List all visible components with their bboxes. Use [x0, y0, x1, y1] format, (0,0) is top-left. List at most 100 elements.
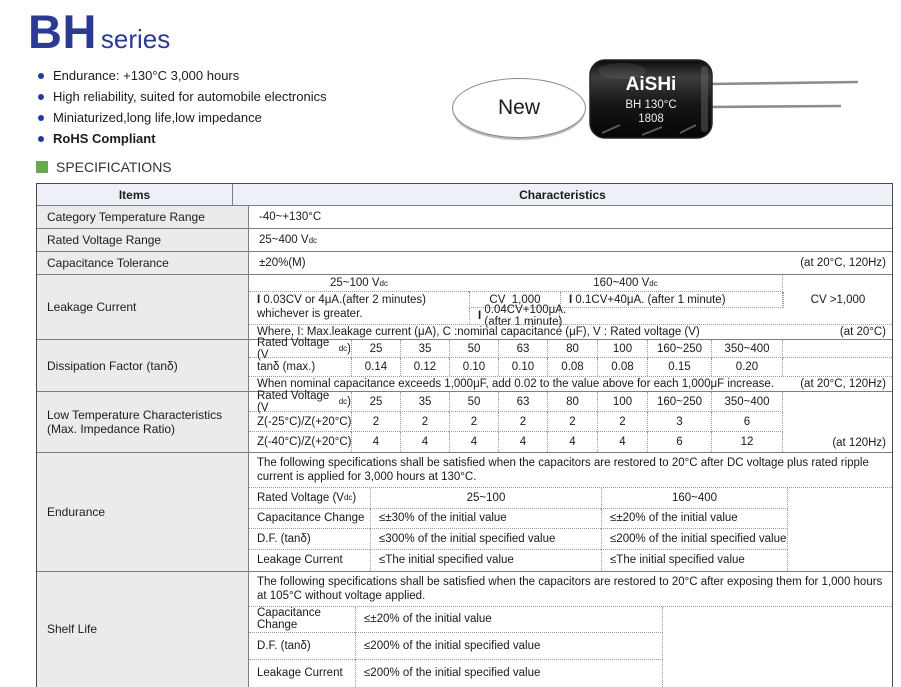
- label-text: Rated Voltage (V: [257, 336, 330, 361]
- value-cell: 0.10: [449, 358, 498, 376]
- feature-text: RoHS Compliant: [53, 131, 156, 146]
- dc-subscript: dc: [379, 278, 388, 288]
- spacer-cell: [788, 488, 892, 509]
- voltage-range: 160~400 V: [593, 277, 650, 289]
- voltage-range: 25~400 V: [259, 234, 309, 246]
- value-cell: 0.14: [351, 358, 400, 376]
- spec-row-label: Leakage Current: [257, 554, 343, 567]
- voltage-cell: 25: [351, 340, 400, 358]
- endurance-intro: The following specifications shall be sa…: [249, 453, 892, 488]
- low-temp-content: Rated Voltage (V dc) 25 35 50 63 80 100 1…: [249, 389, 892, 452]
- condition-note: (at 20°C, 120Hz): [800, 378, 886, 390]
- value-cell: 2: [498, 412, 547, 432]
- cv-threshold-2: CV >1,000: [783, 292, 892, 308]
- condition-note: (at 20°C): [839, 326, 886, 338]
- spec-value: ≤±30% of the initial value: [370, 508, 601, 529]
- value-cell: 4: [498, 432, 547, 452]
- spec-value: ≤200% of the initial specified value: [355, 659, 663, 687]
- z25-row-label: Z(-25°C)/Z(+20°C): [249, 412, 352, 432]
- spec-row-label: Capacitance Change: [249, 509, 370, 529]
- feature-item: Miniaturized,long life,low impedance: [38, 110, 327, 125]
- characteristics-header: Characteristics: [233, 184, 892, 205]
- capacitor-lead-top: [707, 80, 859, 86]
- value-cell: 0.15: [647, 358, 711, 376]
- bullet-icon: [38, 135, 44, 142]
- capacitor-lead-bottom: [707, 104, 842, 109]
- leakage-formula-high-1: I 0.1CV+40μA. (after 1 minute): [560, 292, 783, 308]
- voltage-cell: 50: [449, 340, 498, 358]
- row-label: Rated Voltage Range: [37, 229, 249, 251]
- new-badge: New: [452, 78, 586, 138]
- items-header: Items: [37, 184, 233, 205]
- condition-note: (at 120Hz): [832, 437, 886, 449]
- voltage-range-cell: 25~100: [370, 487, 601, 509]
- value-cell: 0.10: [498, 358, 547, 376]
- table-header-row: Items Characteristics: [37, 184, 892, 205]
- value-cell: 3: [647, 412, 711, 432]
- voltage-cell: 100: [597, 340, 647, 358]
- specifications-heading: SPECIFICATIONS: [36, 159, 172, 175]
- spec-value: ≤300% of the initial specified value: [370, 528, 601, 550]
- voltage-cell: 35: [400, 340, 449, 358]
- where-definition: Where, I: Max.leakage current (μA), C :n…: [257, 326, 700, 338]
- tan-row-label: tanδ (max.): [257, 361, 316, 373]
- feature-item: Endurance: +130°C 3,000 hours: [38, 68, 327, 83]
- value-cell: 4: [449, 432, 498, 452]
- label-text: ): [347, 395, 351, 408]
- voltage-row-label: Rated Voltage (V dc): [249, 336, 351, 361]
- voltage-cell: 160~250: [647, 340, 711, 358]
- voltage-cell: 80: [547, 392, 597, 412]
- feature-text: Miniaturized,long life,low impedance: [53, 110, 262, 125]
- value-cell: 2: [449, 412, 498, 432]
- dc-subscript: dc: [343, 493, 353, 503]
- dissipation-content: Rated Voltage (V dc) 25 35 50 63 80 100 1…: [249, 336, 892, 391]
- spacer-cell: [783, 340, 892, 358]
- row-endurance: Endurance The following specifications s…: [37, 452, 892, 571]
- series-code: BH: [28, 5, 97, 58]
- feature-list: Endurance: +130°C 3,000 hours High relia…: [38, 68, 327, 152]
- shelf-intro: The following specifications shall be sa…: [249, 572, 892, 607]
- spec-value: ≤±20% of the initial value: [601, 508, 788, 529]
- capacitor-gloss: [598, 63, 646, 79]
- dc-subscript: dc: [649, 278, 658, 288]
- note-text: When nominal capacitance exceeds 1,000μF…: [257, 378, 775, 390]
- row-label: Dissipation Factor (tanδ): [37, 340, 249, 391]
- value-cell: 2: [547, 412, 597, 432]
- feature-item: High reliability, suited for automobile …: [38, 89, 327, 104]
- label-text: ): [352, 491, 357, 504]
- row-category-temperature: Category Temperature Range -40~+130°C: [37, 205, 892, 228]
- voltage-cell: 350~400: [711, 392, 783, 412]
- tolerance-value: ±20%(M): [259, 257, 306, 269]
- label-text: Rated Voltage (V: [257, 389, 330, 414]
- formula-symbol: I: [569, 293, 573, 306]
- feature-text: High reliability, suited for automobile …: [53, 89, 327, 104]
- formula-text: 0.04CV+100μA. (after 1 minute): [484, 304, 567, 328]
- formula-text: 0.03CV or 4μA.(after 2 minutes): [263, 294, 426, 306]
- dissipation-note-row: When nominal capacitance exceeds 1,000μF…: [249, 376, 892, 391]
- series-word: series: [100, 24, 171, 54]
- voltage-cell: 100: [597, 392, 647, 412]
- feature-item-rohs: RoHS Compliant: [38, 131, 327, 146]
- spacer-cell: [663, 660, 892, 687]
- row-value: -40~+130°C: [249, 206, 892, 228]
- specifications-table: Items Characteristics Category Temperatu…: [36, 183, 893, 687]
- capacitor-image: AiSHi BH 130°C 1808: [589, 59, 859, 139]
- voltage-cell: 80: [547, 340, 597, 358]
- page-title: BH series: [28, 4, 170, 59]
- cv-threshold-1: CV 1,000: [469, 292, 560, 308]
- spacer-cell: [788, 529, 892, 550]
- leakage-where-row: Where, I: Max.leakage current (μA), C :n…: [249, 324, 892, 339]
- voltage-cell: 63: [498, 340, 547, 358]
- spacer-cell: [663, 607, 892, 633]
- row-label: Endurance: [37, 453, 249, 571]
- formula-symbol: I: [257, 294, 261, 306]
- voltage-cell: 50: [449, 392, 498, 412]
- z40-row-label: Z(-40°C)/Z(+20°C): [257, 436, 352, 448]
- row-capacitance-tolerance: Capacitance Tolerance ±20%(M) (at 20°C, …: [37, 251, 892, 274]
- shelf-grid: Capacitance Change ≤±20% of the initial …: [249, 606, 892, 687]
